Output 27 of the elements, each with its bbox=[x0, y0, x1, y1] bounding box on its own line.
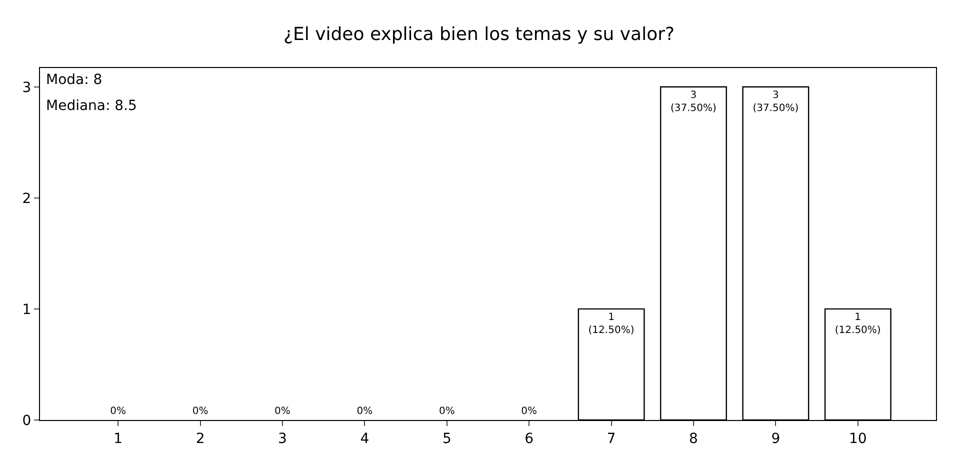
x-tick-label: 3 bbox=[278, 430, 287, 447]
annotation: Moda: 8 bbox=[46, 72, 102, 88]
data-label: 1 (12.50%) bbox=[834, 312, 881, 336]
x-tick-label: 8 bbox=[689, 430, 698, 447]
chart-title: ¿El video explica bien los temas y su valor? bbox=[283, 24, 675, 45]
y-tick-label: 2 bbox=[22, 190, 32, 207]
x-tick-label: 2 bbox=[196, 430, 205, 447]
x-tick-label: 6 bbox=[524, 430, 534, 447]
data-label: 3 (37.50%) bbox=[752, 90, 799, 114]
x-tick-label: 1 bbox=[114, 430, 123, 447]
data-label: 0% bbox=[274, 406, 290, 417]
data-label: 0% bbox=[438, 406, 455, 417]
data-label: 0% bbox=[110, 406, 126, 417]
x-tick-label: 4 bbox=[360, 430, 370, 447]
data-label: 0% bbox=[192, 406, 208, 417]
y-tick-label: 1 bbox=[22, 302, 32, 318]
data-label: 1 (12.50%) bbox=[588, 312, 634, 336]
x-tick-label: 7 bbox=[606, 430, 616, 447]
data-label: 0% bbox=[521, 406, 538, 417]
data-label: 0% bbox=[356, 406, 373, 417]
x-tick-label: 5 bbox=[442, 430, 452, 447]
annotation: Mediana: 8.5 bbox=[46, 98, 137, 114]
x-tick-label: 10 bbox=[848, 430, 867, 447]
y-tick-label: 0 bbox=[22, 412, 32, 429]
x-tick-label: 9 bbox=[771, 430, 780, 447]
data-label: 3 (37.50%) bbox=[670, 90, 717, 114]
y-tick-label: 3 bbox=[22, 80, 32, 96]
